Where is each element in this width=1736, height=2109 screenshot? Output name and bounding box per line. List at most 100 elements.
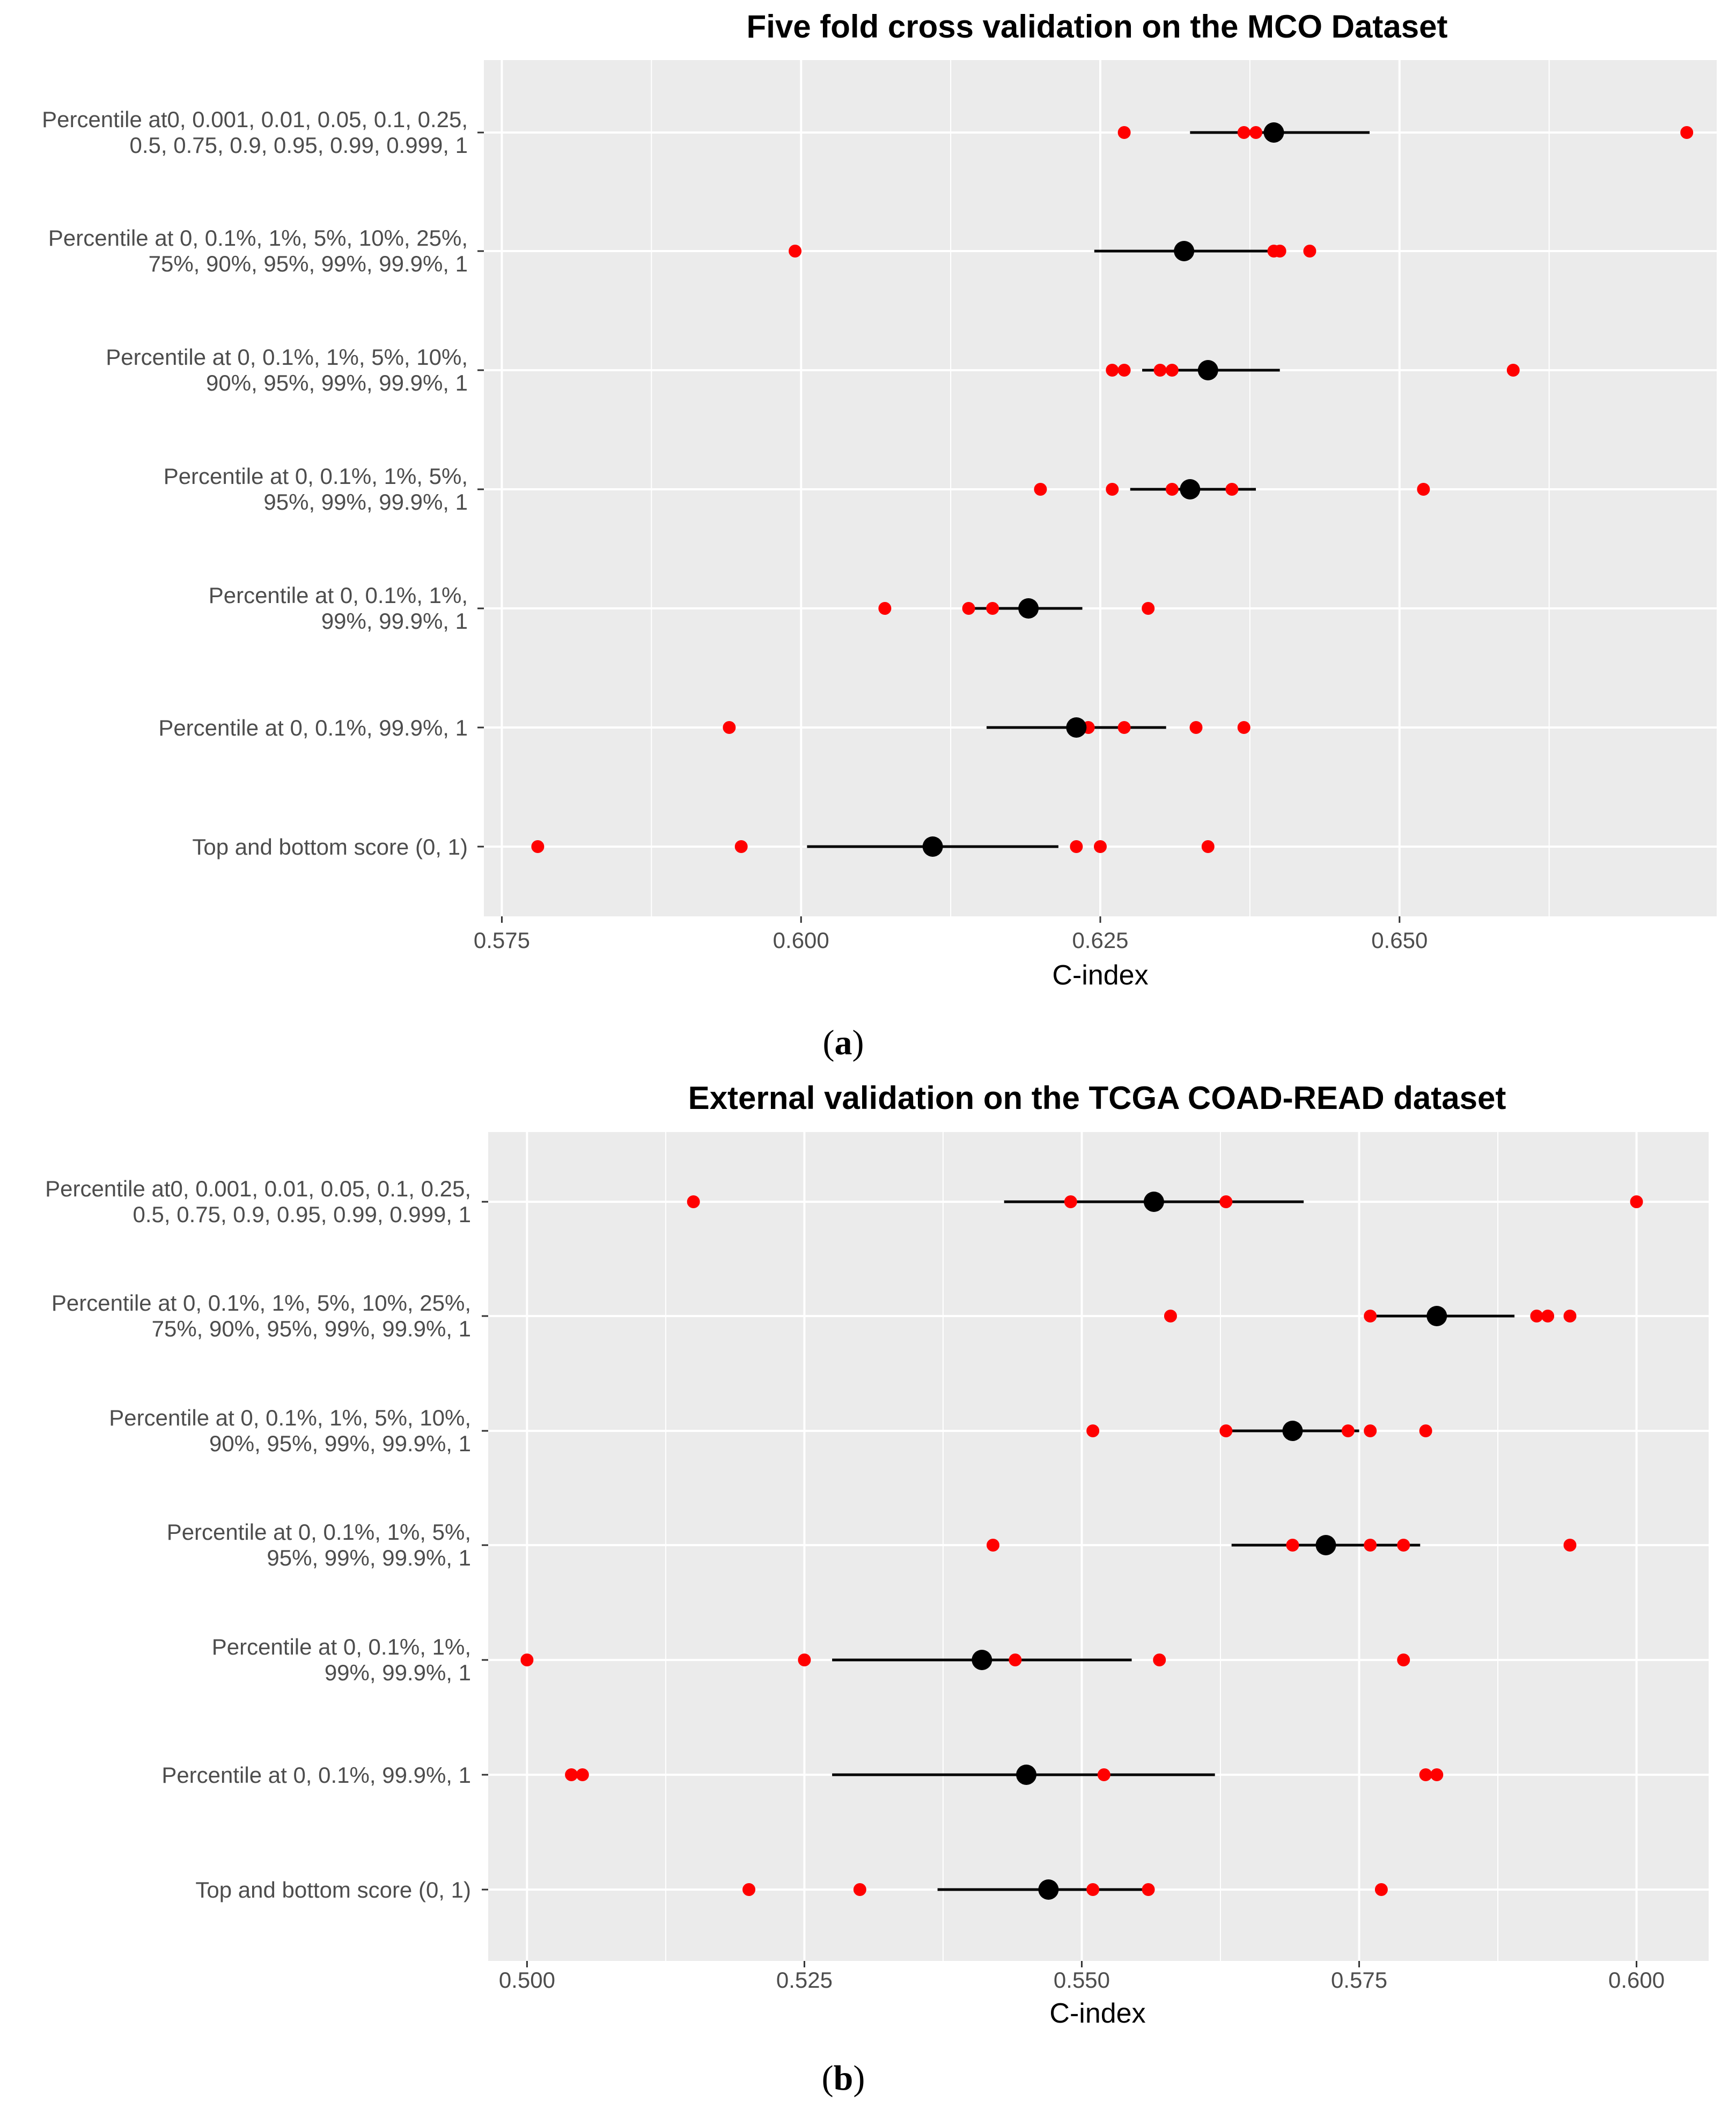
fold-point: [1219, 1195, 1233, 1208]
fold-point: [1086, 1424, 1100, 1437]
row-label-line: Top and bottom score (0, 1): [195, 1877, 471, 1902]
x-tick-label: 0.600: [773, 928, 829, 953]
fold-point: [1106, 364, 1119, 377]
fold-point: [1117, 126, 1131, 139]
fold-point: [1273, 245, 1286, 258]
fold-point: [1164, 1310, 1177, 1322]
fold-point: [1165, 364, 1179, 377]
panel-a-x-axis-title: C-index: [1052, 960, 1148, 991]
fold-point: [1219, 1424, 1233, 1437]
fold-point: [1009, 1654, 1022, 1666]
fold-point: [1364, 1424, 1377, 1437]
row-label-line: Percentile at 0, 0.1%, 1%, 5%,: [167, 1519, 471, 1545]
row-label-line: 95%, 99%, 99.9%, 1: [263, 489, 468, 515]
fold-point: [1419, 1424, 1432, 1437]
row-label-line: 95%, 99%, 99.9%, 1: [267, 1545, 471, 1570]
panel-a-axis-ticks: 0.575 0.600 0.625 0.650: [474, 131, 1428, 953]
fold-point: [1070, 840, 1083, 853]
fold-point: [1064, 1195, 1077, 1208]
mean-point: [1180, 479, 1201, 499]
mean-point: [1282, 1421, 1303, 1441]
panel-a-gridlines: [484, 60, 1717, 916]
mean-point: [1315, 1535, 1336, 1555]
row-label-line: Top and bottom score (0, 1): [192, 834, 468, 859]
fold-point: [576, 1768, 589, 1781]
fold-point: [520, 1654, 534, 1666]
fold-point: [1680, 126, 1694, 139]
panel-b-caption-letter: b: [834, 2059, 854, 2098]
fold-point: [878, 602, 892, 615]
fold-point: [1286, 1539, 1299, 1552]
fold-point: [987, 1539, 1000, 1552]
panel-a-data-marks: [531, 122, 1694, 857]
x-tick-label: 0.500: [499, 1967, 555, 1993]
row-label-line: 90%, 95%, 99%, 99.9%, 1: [209, 1431, 471, 1456]
x-tick-label: 0.625: [1072, 928, 1128, 953]
row-label-line: 75%, 90%, 95%, 99%, 99.9%, 1: [152, 1316, 471, 1341]
x-tick-label: 0.575: [1331, 1967, 1387, 1993]
fold-point: [1153, 1654, 1166, 1666]
fold-point: [742, 1883, 756, 1896]
fold-point: [962, 602, 975, 615]
mean-point: [1143, 1192, 1164, 1212]
panel-b-data-marks: [520, 1192, 1643, 1900]
fold-point: [1189, 721, 1203, 734]
fold-point: [1117, 364, 1131, 377]
panel-b: External validation on the TCGA COAD-REA…: [45, 1080, 1709, 2098]
fold-point: [1237, 126, 1250, 139]
panel-a-caption: (a): [823, 1023, 864, 1062]
row-label-line: 90%, 95%, 99%, 99.9%, 1: [206, 370, 468, 395]
row-label-line: Percentile at 0, 0.1%, 99.9%, 1: [161, 1762, 471, 1788]
fold-point: [1106, 483, 1119, 496]
fold-point: [1364, 1310, 1377, 1322]
mean-point: [1066, 717, 1087, 738]
row-label-line: Percentile at 0, 0.1%, 1%,: [209, 583, 468, 608]
row-label-line: 99%, 99.9%, 1: [325, 1660, 471, 1685]
fold-point: [1541, 1310, 1555, 1322]
fold-point: [1094, 840, 1107, 853]
fold-point: [1165, 483, 1179, 496]
fold-point: [853, 1883, 866, 1896]
row-label-line: Percentile at 0, 0.1%, 1%, 5%,: [164, 464, 468, 489]
mean-point: [1426, 1306, 1447, 1326]
fold-point: [1249, 126, 1263, 139]
mean-point: [1263, 122, 1284, 143]
panel-b-caption: (b): [822, 2059, 865, 2098]
fold-point: [1506, 364, 1520, 377]
fold-point: [1374, 1883, 1388, 1896]
row-label-line: Percentile at0, 0.001, 0.01, 0.05, 0.1, …: [42, 107, 468, 132]
fold-point: [1237, 721, 1250, 734]
fold-point: [789, 245, 802, 258]
fold-point: [1630, 1195, 1643, 1208]
panel-b-row-labels: Percentile at0, 0.001, 0.01, 0.05, 0.1, …: [45, 1176, 471, 1902]
row-label-line: Percentile at 0, 0.1%, 1%,: [212, 1634, 471, 1659]
row-label-line: 99%, 99.9%, 1: [321, 608, 468, 634]
fold-point: [1142, 602, 1155, 615]
fold-point: [1034, 483, 1047, 496]
mean-point: [972, 1650, 992, 1670]
fold-point: [1097, 1768, 1110, 1781]
panel-b-x-axis-title: C-index: [1049, 1998, 1145, 2029]
row-label-line: 0.5, 0.75, 0.9, 0.95, 0.99, 0.999, 1: [130, 133, 468, 158]
panel-a-row-labels: Percentile at0, 0.001, 0.01, 0.05, 0.1, …: [42, 107, 468, 859]
row-label-line: Percentile at 0, 0.1%, 1%, 5%, 10%,: [106, 344, 468, 370]
mean-point: [1016, 1765, 1037, 1785]
row-label-line: 0.5, 0.75, 0.9, 0.95, 0.99, 0.999, 1: [133, 1202, 472, 1227]
fold-point: [1201, 840, 1215, 853]
panel-a-caption-letter: a: [835, 1023, 852, 1062]
mean-point: [1038, 1879, 1059, 1900]
x-tick-label: 0.525: [776, 1967, 833, 1993]
row-label-line: 75%, 90%, 95%, 99%, 99.9%, 1: [149, 251, 468, 276]
x-tick-label: 0.650: [1371, 928, 1428, 953]
fold-point: [798, 1654, 811, 1666]
row-label-line: Percentile at 0, 0.1%, 1%, 5%, 10%, 25%,: [52, 1290, 471, 1316]
panel-b-axis-ticks: 0.500 0.525 0.550 0.575 0.600: [482, 1201, 1665, 1993]
fold-point: [565, 1768, 578, 1781]
panel-a: Five fold cross validation on the MCO Da…: [42, 9, 1717, 1062]
fold-point: [1117, 721, 1131, 734]
fold-point: [1397, 1654, 1410, 1666]
fold-point: [1397, 1539, 1410, 1552]
mean-point: [1197, 360, 1218, 380]
row-label-line: Percentile at 0, 0.1%, 1%, 5%, 10%,: [109, 1405, 471, 1430]
fold-point: [1364, 1539, 1377, 1552]
